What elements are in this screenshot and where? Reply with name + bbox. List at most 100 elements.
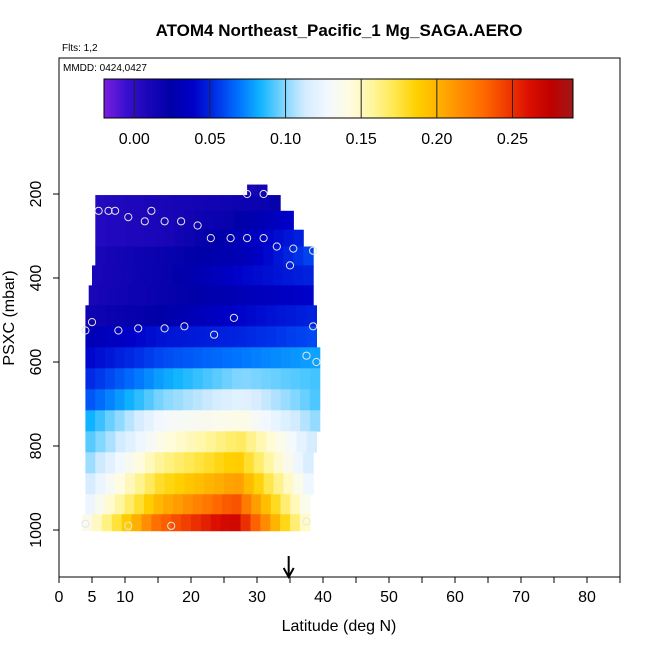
- heatmap-cell: [135, 326, 147, 348]
- heatmap-cell: [192, 389, 204, 411]
- heatmap-cell: [95, 326, 107, 348]
- heatmap-cell: [105, 452, 116, 474]
- heatmap-cell: [273, 229, 284, 247]
- heatmap-cell: [196, 285, 207, 306]
- heatmap-cell: [134, 389, 145, 411]
- heatmap-cell: [256, 305, 267, 327]
- sample-point: [160, 324, 169, 333]
- sample-point: [180, 322, 189, 331]
- heatmap-cell: [280, 494, 291, 515]
- heatmap-cell: [272, 265, 284, 286]
- sample-point: [160, 217, 169, 226]
- heatmap-cell: [261, 389, 272, 411]
- heatmap-cell: [105, 431, 117, 453]
- heatmap-cell: [192, 265, 204, 286]
- heatmap-cell: [85, 410, 96, 432]
- heatmap-cell: [85, 452, 96, 474]
- heatmap-cell: [283, 452, 294, 474]
- heatmap-cell: [125, 305, 137, 327]
- heatmap-cell: [134, 195, 145, 212]
- heatmap-cell: [224, 452, 235, 474]
- heatmap-cell: [224, 473, 235, 495]
- x-tick-label: 5: [88, 589, 97, 606]
- heatmap-cell: [135, 305, 147, 327]
- heatmap-cell: [192, 494, 204, 515]
- x-tick-label: 30: [248, 589, 266, 606]
- colorbar-tick-label: 0.00: [119, 131, 150, 148]
- heatmap-cell: [246, 431, 257, 453]
- heatmap-cell: [125, 473, 136, 495]
- heatmap-cell: [184, 229, 195, 247]
- heatmap-cell: [231, 494, 243, 515]
- heatmap-cell: [225, 285, 236, 306]
- heatmap-cell: [173, 195, 184, 212]
- heatmap-cell: [105, 246, 116, 266]
- heatmap-cell: [202, 368, 213, 390]
- heatmap-cell: [303, 473, 314, 495]
- x-axis: 0 5 10 20 30 40 50 60 70 80: [55, 577, 621, 606]
- heatmap-cell: [137, 285, 148, 306]
- heatmap-cell: [202, 389, 213, 411]
- heatmap-cell: [154, 473, 166, 495]
- y-axis: 200 400 600 800 1000: [28, 181, 59, 548]
- heatmap-cell: [260, 514, 271, 532]
- sample-points: [81, 189, 321, 530]
- heatmap-cell: [263, 452, 275, 474]
- heatmap-cell: [95, 494, 106, 515]
- y-tick-label: 1000: [28, 512, 45, 548]
- heatmap-cell: [175, 431, 187, 453]
- heatmap-cell: [161, 514, 172, 532]
- heatmap-cell: [174, 246, 185, 266]
- heatmap-cell: [244, 285, 256, 306]
- heatmap-cell: [202, 410, 213, 432]
- heatmap-cell: [104, 368, 116, 390]
- heatmap-cell: [194, 246, 205, 266]
- heatmap-cell: [183, 347, 194, 369]
- heatmap-cell: [266, 326, 277, 348]
- heatmap-cell: [283, 285, 295, 306]
- heatmap-cell: [124, 494, 135, 515]
- heatmap-cell: [185, 305, 197, 327]
- heatmap-cell: [202, 494, 213, 515]
- heatmap-cell: [233, 452, 245, 474]
- heatmap-cell: [125, 452, 136, 474]
- x-tick-label: 20: [182, 589, 200, 606]
- heatmap-cell: [134, 494, 145, 515]
- sample-point: [243, 234, 252, 243]
- heatmap-cell: [253, 246, 265, 266]
- heatmap-cell: [95, 305, 107, 327]
- heatmap-cell: [270, 494, 282, 515]
- heatmap-cell: [163, 389, 174, 411]
- heatmap-cell: [153, 347, 165, 369]
- heatmap-cell: [306, 305, 317, 327]
- heatmap-cell: [181, 514, 192, 532]
- heatmap-cell: [266, 431, 277, 453]
- heatmap-cell: [233, 246, 245, 266]
- heatmap-cell: [173, 368, 184, 390]
- heatmap-cell: [114, 368, 126, 390]
- heatmap-cell: [143, 195, 155, 212]
- heatmap-cell: [204, 210, 215, 231]
- heatmap-cell: [154, 246, 166, 266]
- heatmap-cell: [251, 347, 262, 369]
- heatmap-cell: [293, 265, 304, 286]
- heatmap-cell: [143, 368, 155, 390]
- heatmap-cell: [261, 368, 272, 390]
- sample-point: [193, 221, 202, 230]
- sample-point: [111, 206, 120, 215]
- heatmap-cell: [143, 347, 155, 369]
- heatmap-cell: [309, 368, 321, 390]
- dates-label: MMDD: 0424,0427: [63, 63, 147, 74]
- heatmap-cell: [112, 265, 123, 286]
- heatmap-cell: [135, 431, 147, 453]
- heatmap-cell: [204, 229, 215, 247]
- colorbar-tick-label: 0.15: [346, 131, 377, 148]
- heatmap-cell: [276, 431, 287, 453]
- heatmap-cell: [173, 494, 184, 515]
- heatmap-cell: [105, 326, 117, 348]
- heatmap-cell: [114, 347, 126, 369]
- heatmap-cell: [141, 514, 152, 532]
- heatmap-cell: [85, 305, 97, 327]
- heatmap-cell: [283, 473, 294, 495]
- heatmap-cell: [257, 184, 268, 196]
